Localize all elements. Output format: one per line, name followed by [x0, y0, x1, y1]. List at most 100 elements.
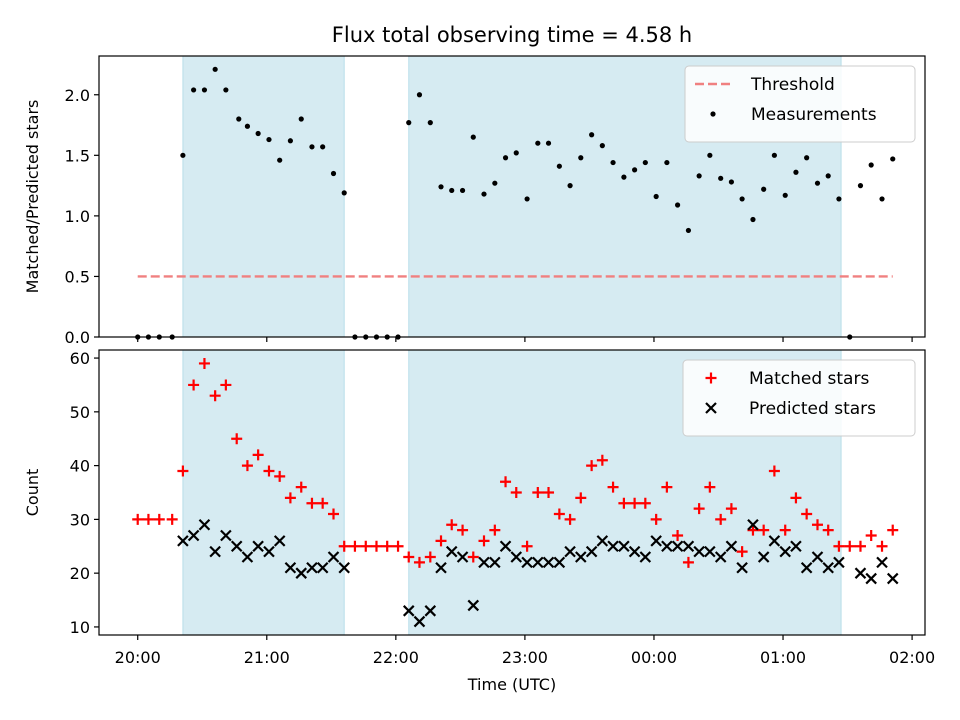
- data-point-dot-0-59: [771, 152, 777, 158]
- data-point-x-1-44: [704, 545, 716, 558]
- y-tick-label-0: 0.0: [65, 328, 90, 347]
- data-point-dot-0-67: [857, 182, 864, 189]
- data-point-plus-0-1: [142, 513, 154, 525]
- top-x-ticks: [137, 337, 913, 342]
- data-point-plus-0-24: [392, 540, 404, 552]
- top-y-ticks: 0.0 0.5 1.0 1.5 2.0: [65, 86, 99, 347]
- data-point-dot-0-32: [481, 191, 487, 197]
- data-point-plus-0-5: [188, 379, 200, 391]
- data-point-plus-0-68: [865, 530, 877, 542]
- data-point-plus-0-69: [876, 540, 888, 552]
- data-point-dot-0-63: [814, 180, 821, 186]
- data-point-plus-0-38: [543, 487, 555, 498]
- legend-box: [682, 359, 916, 437]
- legend-box: [684, 65, 916, 143]
- y-tick-label-3: 40: [70, 457, 90, 476]
- data-point-dot-0-69: [879, 196, 885, 202]
- data-point-x-1-20: [445, 545, 458, 558]
- bottom-legend: Matched stars Predicted stars: [682, 359, 916, 437]
- data-point-plus-0-61: [790, 492, 802, 504]
- y-tick-label-3: 1.5: [65, 146, 90, 165]
- data-point-plus-0-28: [435, 535, 447, 547]
- data-point-dot-0-34: [502, 155, 509, 161]
- data-point-plus-0-19: [338, 540, 350, 552]
- data-point-plus-0-43: [596, 454, 608, 466]
- data-point-dot-0-40: [567, 182, 573, 189]
- data-point-dot-0-14: [287, 138, 293, 144]
- data-point-x-1-46: [725, 540, 738, 553]
- y-tick-label-1: 20: [70, 564, 90, 583]
- data-point-x-1-21: [456, 551, 469, 563]
- data-point-dot-0-43: [599, 143, 605, 149]
- data-point-plus-0-44: [607, 481, 619, 493]
- data-point-plus-0-41: [575, 492, 587, 504]
- data-point-x-1-1: [187, 529, 200, 542]
- data-point-plus-0-12: [263, 465, 275, 477]
- x-tick-label-5: 01:00: [760, 648, 806, 667]
- data-point-plus-0-42: [586, 460, 598, 472]
- data-point-dot-0-36: [524, 196, 530, 202]
- data-point-plus-0-18: [328, 508, 340, 520]
- x-tick-label-0: 20:00: [115, 648, 161, 667]
- data-point-x-1-0: [177, 535, 189, 547]
- data-point-plus-0-64: [822, 524, 834, 536]
- data-point-x-1-12: [306, 562, 318, 574]
- data-point-x-1-15: [338, 562, 350, 574]
- data-point-plus-0-10: [241, 460, 253, 472]
- data-point-plus-0-22: [370, 540, 382, 552]
- bottom-data-marks: [132, 357, 899, 628]
- data-point-plus-0-53: [704, 481, 716, 493]
- data-point-dot-0-57: [750, 216, 756, 223]
- data-point-plus-0-54: [715, 513, 727, 525]
- data-point-plus-0-25: [403, 551, 415, 563]
- data-point-plus-0-3: [166, 513, 178, 525]
- bottom-panel-counts: 10 20 30 40 50 60 20:00 21:00 22:00 23:00 00:00 01…: [23, 349, 935, 694]
- top-shaded-spans: [182, 55, 842, 338]
- top-data-marks: [135, 66, 896, 340]
- data-point-plus-0-32: [478, 535, 490, 547]
- data-point-x-1-42: [682, 540, 695, 553]
- top-panel-ratio: 0.00.51.01.52.0 Matched/Predicted stars …: [23, 55, 926, 347]
- data-point-plus-0-40: [564, 513, 576, 525]
- top-legend: Threshold Measurements: [684, 65, 916, 143]
- y-tick-label-4: 2.0: [65, 86, 90, 105]
- data-point-x-1-19: [435, 562, 447, 574]
- data-point-plus-0-60: [779, 524, 791, 536]
- data-point-x-1-18: [424, 605, 437, 617]
- data-point-dot-0-55: [728, 179, 735, 185]
- data-point-plus-0-37: [532, 487, 544, 498]
- data-point-dot-0-70: [890, 156, 896, 162]
- data-point-x-1-35: [607, 540, 619, 553]
- data-point-dot-0-9: [236, 116, 242, 122]
- data-point-dot-0-60: [782, 192, 788, 198]
- data-point-x-1-38: [639, 551, 652, 563]
- data-point-plus-0-57: [747, 524, 759, 536]
- data-point-dot-0-5: [191, 87, 197, 93]
- x-tick-label-4: 00:00: [631, 648, 677, 667]
- data-point-x-1-33: [585, 545, 598, 558]
- data-point-dot-0-15: [298, 116, 304, 122]
- data-point-dot-0-27: [427, 120, 433, 126]
- data-point-plus-0-55: [725, 503, 737, 515]
- data-point-x-1-51: [779, 545, 792, 558]
- bottom-x-axis-label: Time (UTC): [467, 675, 556, 694]
- bottom-x-ticks: 20:00 21:00 22:00 23:00 00:00 01:00 02:00: [115, 635, 935, 667]
- bottom-y-ticks: 10 20 30 40 50 60: [70, 349, 99, 637]
- data-point-dot-0-25: [406, 120, 412, 126]
- data-point-dot-0-11: [255, 130, 261, 137]
- x-tick-label-1: 21:00: [244, 648, 290, 667]
- data-point-x-1-3: [209, 545, 221, 558]
- data-point-plus-0-21: [360, 540, 372, 552]
- data-point-dot-0-46: [632, 167, 638, 173]
- data-point-x-1-4: [220, 529, 232, 542]
- data-point-plus-0-56: [736, 546, 748, 558]
- data-point-plus-0-36: [521, 540, 533, 552]
- data-point-x-1-47: [736, 562, 748, 574]
- data-point-plus-0-29: [446, 519, 458, 531]
- data-point-dot-0-64: [825, 173, 831, 179]
- data-point-dot-0-4: [180, 152, 186, 158]
- data-point-x-1-40: [661, 540, 673, 553]
- data-point-plus-0-33: [489, 524, 501, 536]
- data-point-plus-0-16: [306, 497, 318, 509]
